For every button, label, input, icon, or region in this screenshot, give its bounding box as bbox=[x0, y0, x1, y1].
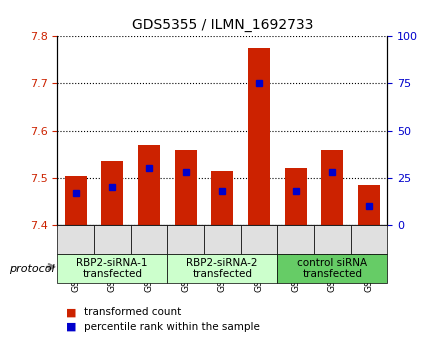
Text: RBP2-siRNA-2
transfected: RBP2-siRNA-2 transfected bbox=[187, 258, 258, 280]
Text: ■: ■ bbox=[66, 307, 77, 317]
Bar bbox=[65, 176, 87, 225]
FancyBboxPatch shape bbox=[277, 254, 387, 283]
Bar bbox=[358, 185, 380, 225]
Bar bbox=[101, 162, 123, 225]
FancyBboxPatch shape bbox=[167, 254, 277, 283]
Text: protocol: protocol bbox=[9, 264, 55, 274]
FancyBboxPatch shape bbox=[131, 225, 167, 254]
Text: control siRNA
transfected: control siRNA transfected bbox=[297, 258, 367, 280]
Bar bbox=[211, 171, 233, 225]
Bar bbox=[248, 48, 270, 225]
Bar bbox=[138, 145, 160, 225]
FancyBboxPatch shape bbox=[351, 225, 387, 254]
Text: transformed count: transformed count bbox=[84, 307, 181, 317]
FancyBboxPatch shape bbox=[277, 225, 314, 254]
FancyBboxPatch shape bbox=[314, 225, 351, 254]
Text: percentile rank within the sample: percentile rank within the sample bbox=[84, 322, 260, 332]
FancyBboxPatch shape bbox=[167, 225, 204, 254]
Text: ■: ■ bbox=[66, 322, 77, 332]
FancyBboxPatch shape bbox=[204, 225, 241, 254]
Title: GDS5355 / ILMN_1692733: GDS5355 / ILMN_1692733 bbox=[132, 19, 313, 33]
Bar bbox=[321, 150, 343, 225]
Bar bbox=[175, 150, 197, 225]
Text: RBP2-siRNA-1
transfected: RBP2-siRNA-1 transfected bbox=[77, 258, 148, 280]
FancyBboxPatch shape bbox=[57, 254, 167, 283]
FancyBboxPatch shape bbox=[241, 225, 277, 254]
FancyBboxPatch shape bbox=[57, 225, 94, 254]
FancyBboxPatch shape bbox=[94, 225, 131, 254]
Bar bbox=[285, 168, 307, 225]
